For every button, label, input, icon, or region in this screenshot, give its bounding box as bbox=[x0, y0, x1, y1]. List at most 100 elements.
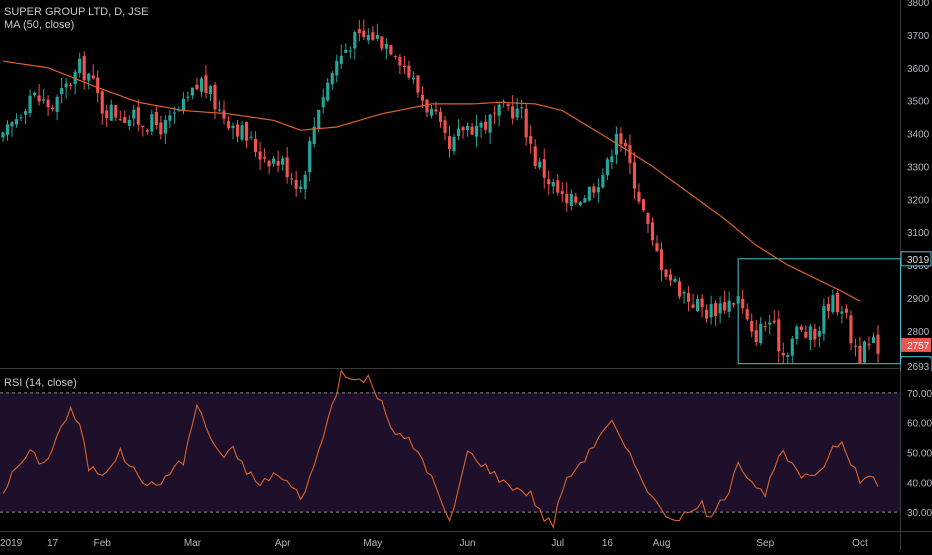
candle bbox=[443, 115, 447, 141]
candle-body bbox=[511, 106, 515, 119]
candle bbox=[867, 336, 871, 351]
candle bbox=[650, 217, 655, 246]
candle-body bbox=[718, 303, 722, 314]
rsi-tick-label: 40.00 bbox=[907, 478, 932, 489]
candle bbox=[610, 149, 614, 170]
candle-body bbox=[853, 345, 858, 347]
candle-body bbox=[100, 91, 104, 114]
candle-body bbox=[447, 136, 452, 149]
candle-body bbox=[795, 326, 799, 339]
candle-body bbox=[632, 162, 637, 189]
candle-body bbox=[159, 122, 163, 135]
candle-body bbox=[705, 309, 709, 319]
candle-body bbox=[411, 77, 416, 80]
candle-body bbox=[60, 87, 64, 95]
candle-body bbox=[186, 96, 190, 98]
candle bbox=[565, 182, 569, 212]
candle bbox=[87, 72, 91, 90]
price-label: 2757 bbox=[901, 337, 931, 352]
candle bbox=[790, 335, 794, 364]
candle-body bbox=[375, 34, 379, 39]
candle-body bbox=[398, 56, 402, 66]
candle bbox=[718, 296, 722, 324]
candle-body bbox=[862, 341, 867, 363]
candle bbox=[398, 53, 402, 75]
candle bbox=[551, 178, 555, 194]
candle-body bbox=[231, 125, 235, 129]
candle-body bbox=[434, 109, 438, 112]
candle bbox=[596, 178, 600, 203]
candle-body bbox=[515, 108, 519, 118]
candle-body bbox=[709, 304, 713, 318]
candle bbox=[786, 352, 790, 364]
candle bbox=[28, 89, 32, 118]
candle bbox=[853, 338, 858, 357]
candle bbox=[835, 290, 839, 316]
candle-body bbox=[10, 122, 14, 127]
candle bbox=[330, 70, 334, 90]
candle bbox=[55, 94, 59, 121]
candle bbox=[109, 99, 113, 121]
candle bbox=[479, 120, 483, 138]
candle-body bbox=[132, 109, 136, 119]
candle bbox=[384, 38, 388, 59]
candle bbox=[844, 304, 849, 319]
candle-body bbox=[804, 331, 808, 338]
price-tick-label: 3500 bbox=[907, 97, 930, 108]
candle bbox=[723, 290, 727, 314]
price-tick-label: 3000 bbox=[907, 261, 930, 272]
candle-body bbox=[190, 87, 195, 96]
candle-body bbox=[118, 119, 122, 121]
candle bbox=[285, 146, 289, 184]
candle-body bbox=[154, 111, 158, 125]
candle bbox=[502, 99, 506, 108]
candles[interactable] bbox=[1, 19, 880, 364]
candle-body bbox=[759, 323, 763, 344]
candle bbox=[547, 170, 551, 195]
time-tick-label: May bbox=[363, 538, 382, 549]
candle bbox=[822, 298, 826, 341]
candle bbox=[862, 340, 867, 364]
price-label: 3019 bbox=[900, 251, 932, 267]
candle-body bbox=[786, 355, 790, 357]
candle bbox=[186, 91, 190, 102]
candle-body bbox=[551, 181, 555, 187]
candle-body bbox=[799, 326, 803, 330]
candle-body bbox=[831, 295, 835, 313]
candle bbox=[308, 136, 312, 182]
candle bbox=[100, 89, 104, 125]
candle-body bbox=[380, 36, 384, 49]
candle bbox=[529, 125, 533, 154]
candle-body bbox=[362, 30, 366, 38]
candle bbox=[461, 125, 465, 139]
candle bbox=[46, 95, 50, 116]
candle bbox=[303, 170, 307, 200]
rsi-tick-label: 60.00 bbox=[907, 419, 932, 430]
candle bbox=[497, 101, 501, 127]
candle-body bbox=[849, 315, 853, 344]
candle-body bbox=[677, 281, 682, 297]
candle-body bbox=[668, 274, 673, 281]
candle bbox=[420, 86, 425, 109]
candle-body bbox=[646, 212, 650, 224]
candle bbox=[732, 302, 736, 308]
candle bbox=[37, 84, 41, 106]
candle-body bbox=[163, 119, 167, 134]
candle-body bbox=[425, 99, 429, 113]
candle-body bbox=[299, 186, 303, 189]
candle-body bbox=[326, 82, 330, 101]
candle bbox=[402, 55, 406, 75]
candle bbox=[393, 55, 397, 60]
candle bbox=[646, 212, 650, 234]
candle-body bbox=[844, 308, 849, 313]
candle-body bbox=[109, 104, 113, 121]
candle-body bbox=[556, 180, 560, 193]
candle-body bbox=[19, 117, 23, 119]
candle bbox=[605, 157, 609, 181]
candle-body bbox=[813, 328, 817, 340]
candle-body bbox=[502, 101, 506, 103]
candle bbox=[69, 82, 73, 90]
candle bbox=[73, 69, 77, 95]
